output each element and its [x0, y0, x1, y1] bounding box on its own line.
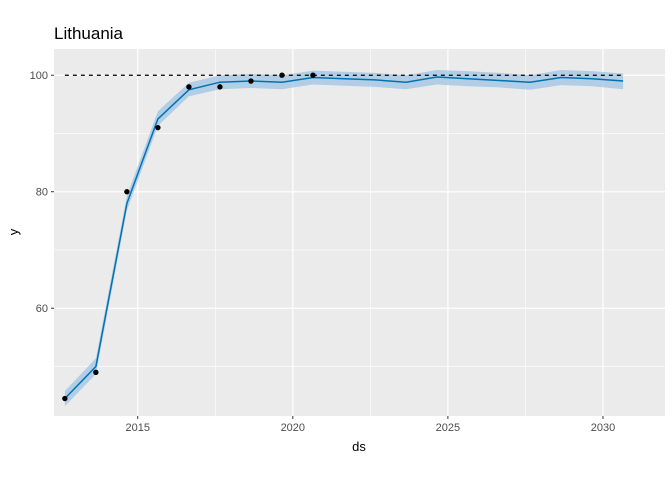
data-point [186, 84, 192, 90]
minor-gridlines [54, 49, 665, 416]
plot-panel [54, 49, 665, 416]
chart-title: Lithuania [54, 24, 124, 43]
y-tick-label: 80 [36, 187, 48, 199]
x-axis-ticks: 2015 2020 2025 2030 [125, 416, 615, 434]
y-tick-label: 100 [30, 70, 48, 82]
data-point [310, 72, 316, 78]
data-point [217, 84, 223, 90]
data-point [279, 72, 285, 78]
data-point [62, 395, 68, 402]
x-tick-label: 2020 [281, 422, 305, 434]
data-point [248, 78, 254, 84]
y-axis-label: y [6, 228, 21, 235]
data-point [93, 369, 99, 376]
y-axis-ticks: 60 80 100 [30, 70, 54, 315]
y-tick-label: 60 [36, 303, 48, 315]
observed-points [62, 72, 316, 402]
x-tick-label: 2015 [125, 422, 149, 434]
x-tick-label: 2025 [436, 422, 460, 434]
forecast-line [64, 76, 624, 400]
data-point [155, 124, 161, 131]
data-point [124, 189, 130, 195]
x-tick-label: 2030 [591, 422, 615, 434]
x-axis-label: ds [352, 439, 366, 454]
